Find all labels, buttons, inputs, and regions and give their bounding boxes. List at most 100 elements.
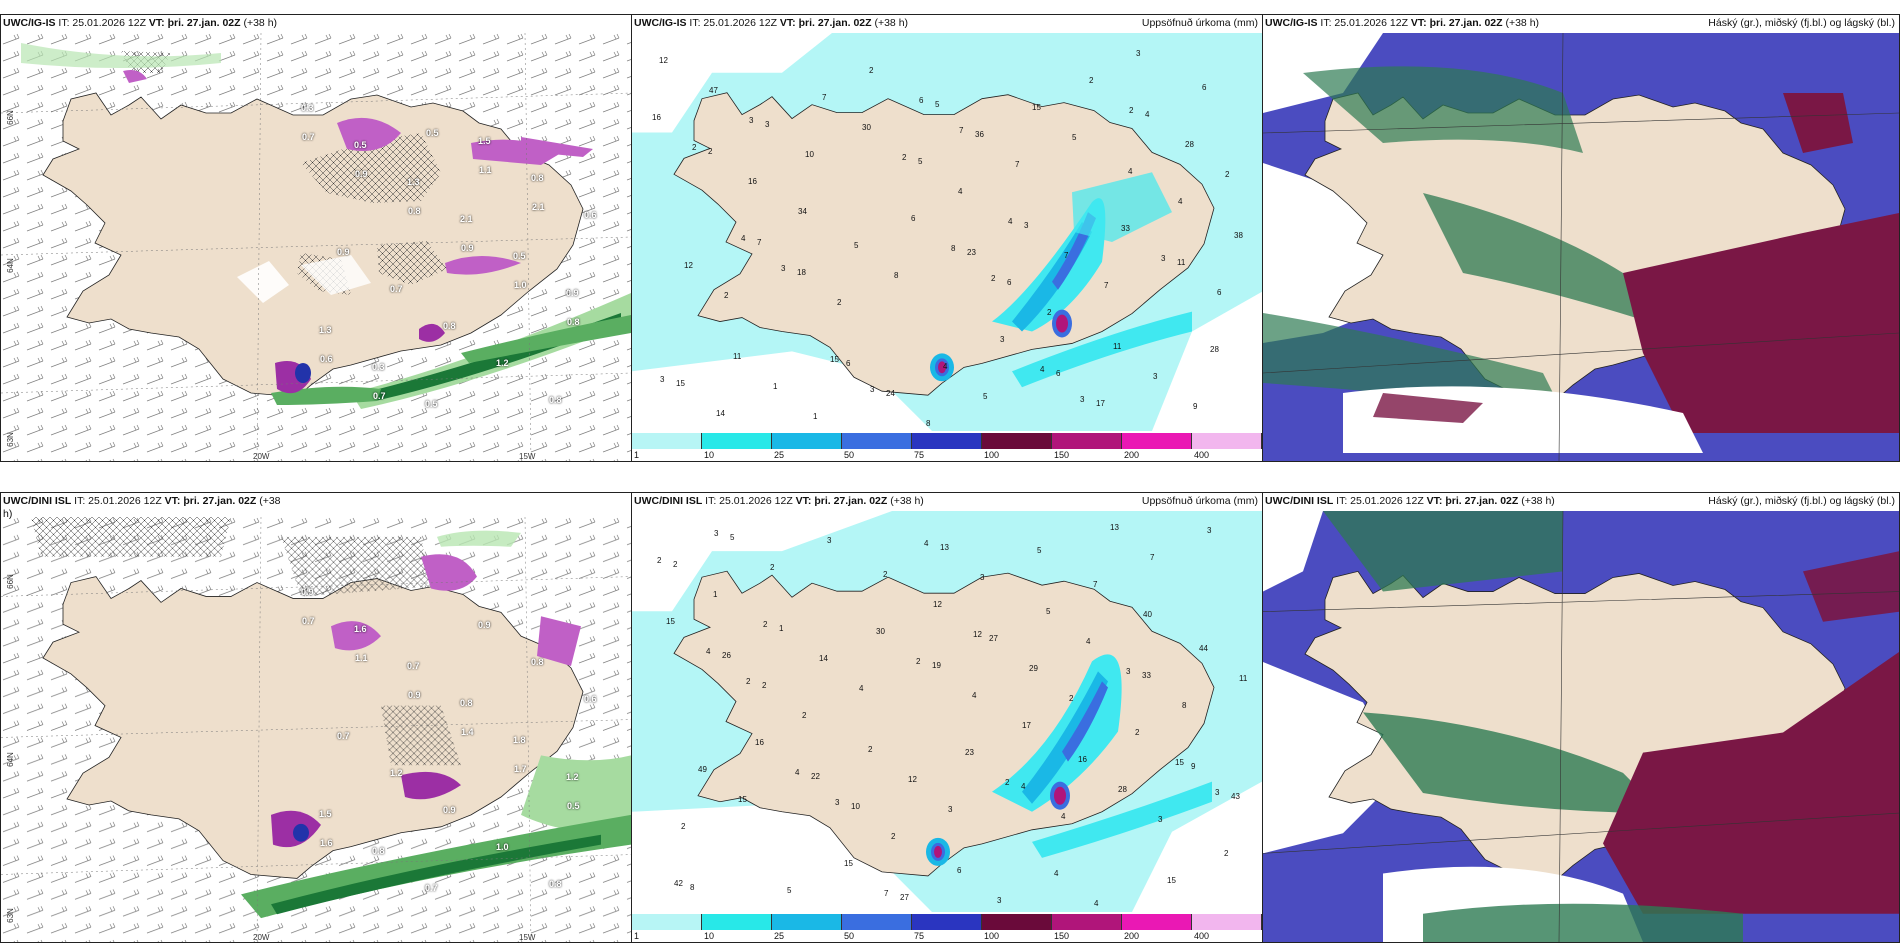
colorbar: 1 10 25 50 75 100 150 200 400 (632, 912, 1262, 942)
precip-value-label: 11 (733, 352, 742, 361)
valid-time: VT: þri. 27.jan. 02Z (779, 17, 872, 29)
precip-value-label: 2 (1135, 728, 1140, 737)
init-time: IT: 25.01.2026 12Z (705, 495, 793, 507)
precip-value-label: 38 (1234, 231, 1243, 240)
colorbar-tick-label: 1 (634, 450, 640, 460)
map-precip-dini[interactable]: 1 2 2 3 2 3 2 2 3 4 7 8 2 2 4 3 5 3 3 3 2 4 4 7 11 15 3 2 2 4 2 2 10 13 29… (632, 511, 1262, 912)
wind-value-label: 1.0 (514, 280, 527, 290)
colorbar-tick-label: 1 (634, 931, 640, 941)
product-title: Uppsöfnuð úrkoma (mm) (1141, 495, 1258, 507)
colorbar-tick-label: 50 (843, 931, 854, 941)
product-title: Háský (gr.), miðský (fj.bl.) og lágský (… (1708, 17, 1895, 29)
map-wind-ig[interactable]: 66N 64N 63N 20W 15W 0.3 0.5 1.3 2.1 0.5 0.9 1.… (1, 33, 631, 461)
precip-value-label: 13 (940, 543, 949, 552)
wind-value-label: 0.8 (443, 321, 456, 331)
wind-value-label: 1.7 (514, 764, 527, 774)
coastline (673, 92, 1215, 396)
wind-value-label: 1.6 (320, 838, 333, 848)
precip-value-label: 2 (991, 274, 996, 283)
panel-dini-clouds: UWC/DINI ISL IT: 25.01.2026 12Z VT: þri.… (1262, 492, 1900, 943)
precip-value-label: 8 (951, 244, 956, 253)
axis-label-lat66: 66N (5, 110, 15, 125)
precip-value-label: 3 (1158, 815, 1163, 824)
precip-value-label: 2 (902, 153, 907, 162)
precip-value-label: 11 (1177, 258, 1186, 267)
lead-time: (+38 h) (1505, 17, 1540, 29)
wind-value-label: 0.7 (390, 284, 403, 294)
wind-value-label: 0.5 (567, 801, 580, 811)
precip-value-label: 22 (811, 772, 820, 781)
precip-value-label: 10 (805, 150, 814, 159)
precip-value-label: 12 (908, 775, 917, 784)
precip-value-label: 5 (730, 533, 735, 542)
init-time: IT: 25.01.2026 12Z (58, 17, 146, 29)
precip-value-label: 7 (1093, 580, 1098, 589)
precip-value-label: 3 (1215, 788, 1220, 797)
precip-value-label: 7 (822, 93, 827, 102)
map-precip-ig[interactable]: 2 4 2 3 2 2 1 2 2 3 12 16 2 8 7 7 9 2 3 3 7 4 6 14 10 8 5 5 3 3 3 5 6 17 2… (632, 33, 1262, 431)
colorbar-swatch (911, 433, 982, 449)
precip-value-label: 15 (830, 355, 839, 364)
precip-value-label: 47 (709, 86, 718, 95)
precip-value-label: 23 (965, 748, 974, 757)
wind-value-label: 0.6 (320, 354, 333, 364)
precip-value-label: 5 (1037, 546, 1042, 555)
precip-value-label: 15 (666, 617, 675, 626)
axis-label-lon20: 20W (253, 452, 270, 461)
axis-label-lon20: 20W (253, 933, 270, 942)
valid-time: VT: þri. 27.jan. 02Z (148, 17, 241, 29)
wind-value-label: 0.9 (408, 690, 421, 700)
wind-value-label: 0.7 (373, 391, 386, 401)
precip-value-label: 4 (958, 187, 963, 196)
wind-value-label: 0.9 (478, 620, 491, 630)
wind-value-label: 2.1 (460, 214, 473, 224)
colorbar-swatch (842, 433, 912, 449)
precip-value-label: 4 (859, 684, 864, 693)
colorbar-swatch (1191, 433, 1262, 449)
wind-value-label: 1.2 (566, 772, 579, 782)
precip-value-label: 2 (763, 620, 768, 629)
precip-value-label: 6 (846, 359, 851, 368)
precip-value-label: 40 (1143, 610, 1152, 619)
axis-label-lon15: 15W (519, 933, 536, 942)
precip-value-label: 30 (862, 123, 871, 132)
precip-value-label: 4 (924, 539, 929, 548)
precip-value-label: 4 (1145, 110, 1150, 119)
precip-value-label: 2 (868, 745, 873, 754)
wind-value-label: 0.7 (407, 661, 420, 671)
precip-value-label: 3 (781, 264, 786, 273)
map-clouds-dini[interactable] (1263, 511, 1899, 942)
wind-value-label: 0.8 (531, 657, 544, 667)
valid-time: VT: þri. 27.jan. 02Z (1426, 495, 1519, 507)
precip-value-label: 24 (886, 389, 895, 398)
precip-value-label: 7 (1015, 160, 1020, 169)
precip-value-label: 2 (1069, 694, 1074, 703)
precip-value-label: 4 (1054, 869, 1059, 878)
precip-value-label: 8 (926, 419, 931, 428)
panel-ig-clouds: UWC/IG-IS IT: 25.01.2026 12Z VT: þri. 27… (1262, 14, 1900, 462)
wind-value-label: 0.9 (566, 288, 579, 298)
precip-value-label: 1 (713, 590, 718, 599)
axis-label-lat64: 64N (5, 752, 15, 767)
precip-value-label: 4 (972, 691, 977, 700)
wind-value-label: 0.8 (531, 173, 544, 183)
panel-dini-precip: UWC/DINI ISL IT: 25.01.2026 12Z VT: þri.… (631, 492, 1263, 943)
precip-value-label: 5 (787, 886, 792, 895)
wind-value-label: 0.7 (302, 132, 315, 142)
precip-value-label: 11 (1113, 342, 1122, 351)
precip-value-label: 36 (975, 130, 984, 139)
wind-value-label: 1.6 (354, 624, 367, 634)
wind-value-label: 1.0 (496, 842, 509, 852)
map-wind-dini[interactable]: 66N 64N 63N 20W 15W 0.9 1.6 0.7 0.8 1.8 1.2 1.… (1, 517, 631, 942)
wind-value-label: 0.9 (337, 247, 350, 257)
precip-value-label: 4 (1094, 899, 1099, 908)
precip-value-label: 16 (1078, 755, 1087, 764)
precip-value-label: 7 (959, 126, 964, 135)
precip-value-label: 2 (916, 657, 921, 666)
map-clouds-ig[interactable] (1263, 33, 1899, 461)
wind-value-label: 1.1 (355, 653, 368, 663)
precip-value-label: 2 (1129, 106, 1134, 115)
precip-value-label: 12 (659, 56, 668, 65)
wind-value-label: 0.8 (549, 395, 562, 405)
wind-value-label: 0.9 (355, 169, 368, 179)
